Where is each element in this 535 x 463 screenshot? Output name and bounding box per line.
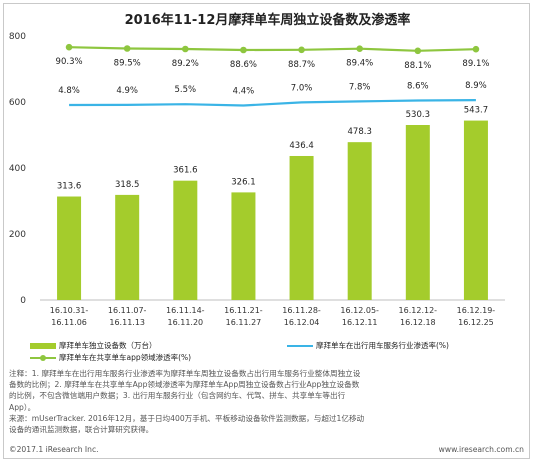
series-value-label: 89.5% <box>114 59 141 69</box>
bar <box>173 180 198 300</box>
series-marker <box>182 45 189 53</box>
x-tick-label: 16.12.12- <box>399 306 438 315</box>
series-marker <box>356 45 363 52</box>
x-tick-label: 16.11.14- <box>166 306 205 315</box>
x-tick-label: 16.12.05- <box>340 306 379 315</box>
legend-industry: 摩拜单车在出行用车服务行业渗透率(%) <box>287 340 449 351</box>
y-tick-label: 400 <box>9 164 26 174</box>
series-marker <box>240 46 247 54</box>
bar <box>115 194 140 300</box>
bar <box>463 120 488 300</box>
x-tick-label: 16.11.07- <box>108 306 147 315</box>
bar <box>289 155 314 300</box>
legend-industry-label: 摩拜单车在出行用车服务行业渗透率(%) <box>316 341 449 350</box>
series-marker <box>65 43 73 51</box>
legend-sharing-swatch <box>30 355 56 361</box>
x-tick-label: 16.11.21- <box>224 306 263 315</box>
series-value-label: 88.6% <box>230 60 257 70</box>
series-value-label: 89.2% <box>172 59 199 69</box>
series-line <box>69 46 476 52</box>
legend-bars: 摩拜单车独立设备数（万台） <box>30 340 157 351</box>
series-line <box>69 99 476 107</box>
bar-value-label: 361.6 <box>173 166 197 176</box>
series-value-label: 89.4% <box>346 59 373 69</box>
bar-value-label: 543.7 <box>464 106 488 116</box>
bar <box>347 142 372 300</box>
legend-bar-label: 摩拜单车独立设备数（万台） <box>59 341 157 350</box>
bar-value-label: 478.3 <box>348 127 372 137</box>
series-value-label: 4.9% <box>116 86 138 96</box>
series-value-label: 89.1% <box>462 59 489 69</box>
x-tick-label: 16.12.11 <box>342 318 378 327</box>
x-tick-label: 16.11.20 <box>168 318 204 327</box>
source-line: 来源：mUserTracker. 2016年12月，基于日均400万手机、平板移… <box>9 413 365 423</box>
website: www.iresearch.com.cn <box>438 445 524 454</box>
x-tick-label: 16.11.27 <box>226 318 262 327</box>
note-line: 注释：1. 摩拜单车在出行用车服务行业渗透率为摩拜单车周独立设备数占出行用车服务… <box>9 369 361 378</box>
x-tick-label: 16.12.04 <box>284 318 320 327</box>
series-value-label: 7.0% <box>291 83 313 93</box>
series-value-label: 4.8% <box>58 86 80 96</box>
series-value-label: 90.3% <box>56 57 83 67</box>
bar-value-label: 326.1 <box>231 177 255 187</box>
legend-industry-swatch <box>287 345 313 347</box>
series-value-label: 88.1% <box>404 61 431 71</box>
series-value-label: 5.5% <box>175 85 197 95</box>
series-value-label: 7.8% <box>349 82 371 92</box>
x-tick-label: 16.10.31- <box>50 306 89 315</box>
bar <box>231 192 256 300</box>
series-marker <box>472 45 480 53</box>
x-tick-label: 16.11.13 <box>109 318 145 327</box>
chart-notes: 注释：1. 摩拜单车在出行用车服务行业渗透率为摩拜单车周独立设备数占出行用车服务… <box>9 368 529 435</box>
x-tick-label: 16.12.25 <box>458 318 494 327</box>
chart-title: 2016年11-12月摩拜单车周独立设备数及渗透率 <box>124 13 411 28</box>
bar-value-label: 530.3 <box>406 110 430 120</box>
bar <box>405 125 430 300</box>
x-tick-label: 16.12.19- <box>457 306 496 315</box>
bar-value-label: 313.6 <box>57 182 81 192</box>
series-value-label: 8.9% <box>465 81 487 91</box>
note-line: App）。 <box>9 402 36 412</box>
series-marker <box>298 46 305 54</box>
bar-value-label: 436.4 <box>289 141 313 151</box>
x-tick-label: 16.11.28- <box>282 306 321 315</box>
series-marker <box>414 47 422 55</box>
note-line: 的比例，不包含微信端用户数据；3. 出行用车服务行业（包含网约车、代驾、拼车、共… <box>9 391 346 401</box>
y-tick-label: 600 <box>9 98 26 108</box>
legend-sharing-label: 摩拜单车在共享单车app领域渗透率(%) <box>59 353 192 362</box>
bar <box>57 196 82 300</box>
series-marker <box>123 45 131 52</box>
series-value-label: 8.6% <box>407 81 429 91</box>
series-value-label: 4.4% <box>233 87 255 97</box>
footer: ©2017.1 iResearch Inc. www.iresearch.com… <box>9 445 524 454</box>
copyright: ©2017.1 iResearch Inc. <box>9 445 99 454</box>
note-line: 备数的比例；2. 摩拜单车在共享单车App领域渗透率为摩拜单车App周独立设备数… <box>9 380 360 390</box>
legend-sharing: 摩拜单车在共享单车app领域渗透率(%) <box>30 352 191 363</box>
x-tick-label: 16.11.06 <box>51 318 87 327</box>
chart-frame <box>3 3 530 459</box>
y-tick-label: 800 <box>9 32 26 42</box>
bar-value-label: 318.5 <box>115 180 139 190</box>
legend-bar-swatch <box>30 343 56 349</box>
series-value-label: 88.7% <box>288 60 315 70</box>
y-tick-label: 0 <box>20 296 26 306</box>
source-line: 设备的通讯监测数据，联合计算研究获得。 <box>9 425 154 435</box>
x-tick-label: 16.12.18 <box>400 318 436 327</box>
y-tick-label: 200 <box>9 230 26 240</box>
